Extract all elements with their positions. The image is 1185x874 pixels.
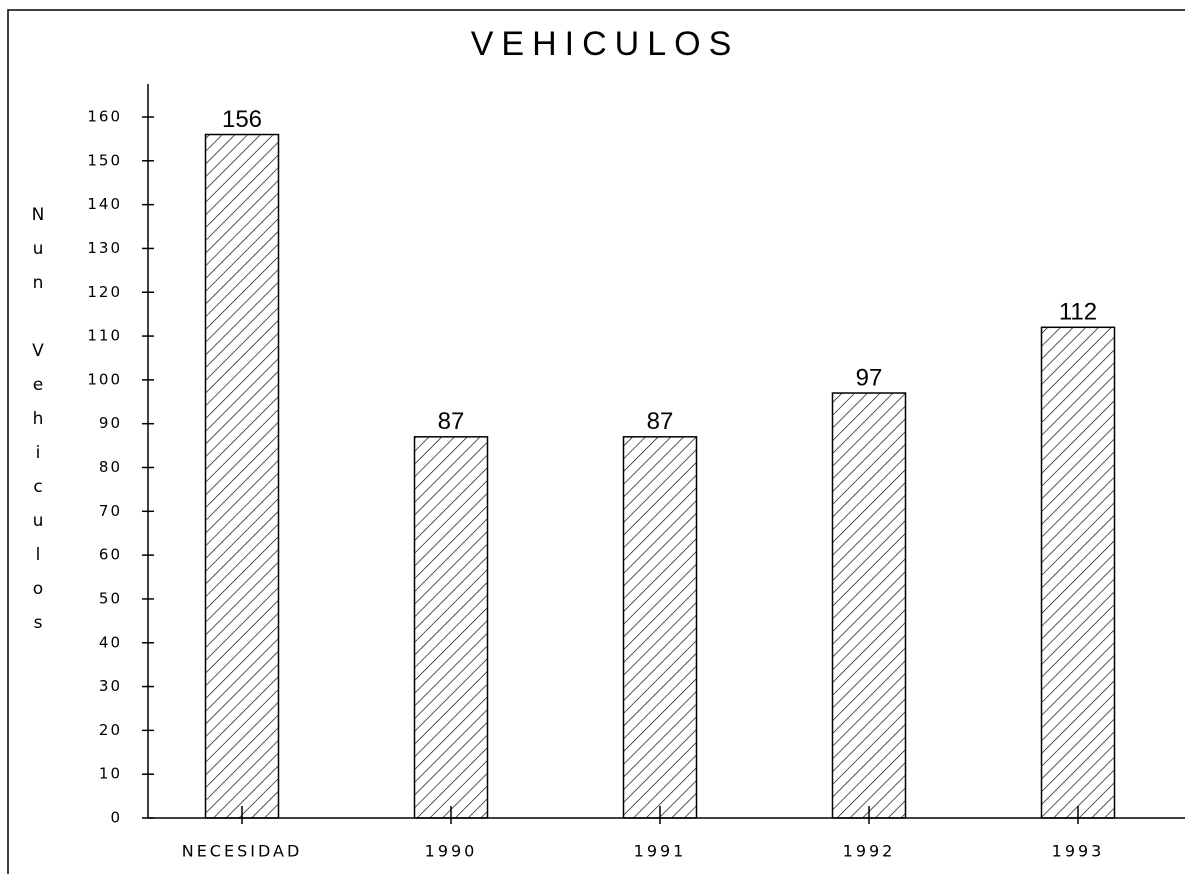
- value-label: 97: [856, 364, 883, 391]
- bar: [413, 436, 489, 819]
- x-tick-label: 1993: [1052, 842, 1105, 861]
- value-label: 112: [1059, 299, 1097, 326]
- chart-title: VEHICULOS: [471, 25, 740, 63]
- bar: [1040, 326, 1116, 819]
- bar: [831, 392, 907, 819]
- y-tick-label: 140: [87, 195, 122, 213]
- x-tick-label: 1992: [843, 842, 896, 861]
- y-tick-label: 60: [99, 546, 122, 564]
- y-tick-label: 110: [87, 327, 122, 345]
- y-tick-label: 130: [87, 239, 122, 257]
- y-axis-label: Nun Vehiculos: [28, 205, 48, 647]
- y-tick-label: 40: [99, 633, 122, 651]
- y-tick-label: 120: [87, 283, 122, 301]
- y-tick-label: 160: [87, 108, 122, 126]
- x-tick-label: 1991: [634, 842, 687, 861]
- y-tick-label: 50: [99, 589, 122, 607]
- y-tick-label: 0: [110, 809, 122, 827]
- y-tick-label: 150: [87, 151, 122, 169]
- y-tick-label: 70: [99, 502, 122, 520]
- y-tick-label: 10: [99, 765, 122, 783]
- y-tick-label: 30: [99, 677, 122, 695]
- bar: [622, 436, 698, 819]
- y-tick-label: 20: [99, 721, 122, 739]
- y-tick-label: 90: [99, 414, 122, 432]
- value-label: 156: [222, 106, 262, 133]
- y-tick-label: 100: [87, 370, 122, 388]
- x-tick-label: 1990: [425, 842, 478, 861]
- y-tick-label: 80: [99, 458, 122, 476]
- bar: [204, 133, 280, 819]
- value-label: 87: [647, 408, 674, 435]
- value-label: 87: [438, 408, 465, 435]
- x-tick-label: NECESIDAD: [182, 842, 303, 861]
- frame: [7, 9, 1185, 874]
